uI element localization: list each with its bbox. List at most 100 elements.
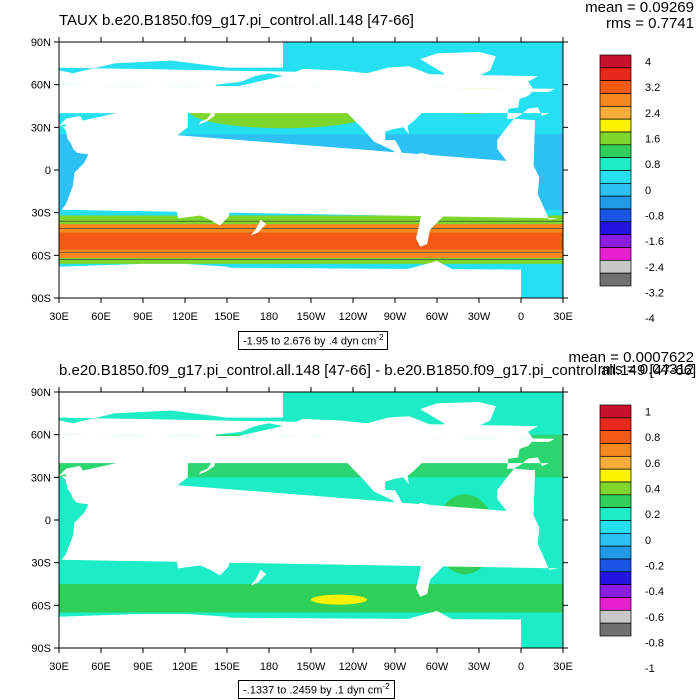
colorbar-swatch <box>599 597 632 611</box>
land-africa-west <box>497 468 535 516</box>
colorbar-swatch <box>599 404 632 419</box>
colorbar-swatch <box>599 195 632 210</box>
colorbar-swatch <box>599 494 632 509</box>
land-north-america <box>285 416 444 509</box>
lat-tick-label: 90N <box>31 37 51 49</box>
land-uk <box>511 87 517 99</box>
lon-tick-label: 60E <box>91 661 111 673</box>
lon-tick-label: 150E <box>214 311 240 323</box>
mean-value: mean = 0.09269 <box>585 0 694 16</box>
southern-ocean-patch <box>59 584 563 613</box>
southern-max <box>311 594 367 605</box>
land-africa-west <box>497 118 535 166</box>
lon-tick-label: 90W <box>384 311 407 323</box>
colorbar-swatch <box>599 584 632 598</box>
colorbar-label: -3.2 <box>645 287 664 299</box>
colorbar-label: 1.6 <box>645 133 660 145</box>
land-japan <box>199 107 216 125</box>
lon-tick-label: 120E <box>172 661 198 673</box>
lon-tick-label: 90E <box>133 661 153 673</box>
land-south-america <box>407 152 472 247</box>
mean-value: mean = 0.0007622 <box>568 349 694 366</box>
lat-tick-label: 90S <box>31 293 51 305</box>
lon-tick-label: 0 <box>518 661 524 673</box>
land-madagascar <box>78 187 87 206</box>
land-eurasia <box>59 392 555 519</box>
colorbar-label: -0.8 <box>645 210 664 222</box>
colorbar-swatch <box>599 67 632 82</box>
lon-tick-label: 180 <box>260 661 278 673</box>
colorbar-swatch <box>599 443 632 457</box>
lon-tick-label: 0 <box>518 311 524 323</box>
colorbar-label: 0.8 <box>645 432 660 444</box>
colorbar-swatch <box>599 532 632 547</box>
land-indonesia <box>150 161 227 185</box>
colorbar-label: 0.6 <box>645 458 660 470</box>
colorbar-label: 0.2 <box>645 509 660 521</box>
colorbar-swatch <box>599 507 632 521</box>
colorbar-swatch <box>599 430 632 444</box>
land-greenland <box>420 402 496 435</box>
land-north-america <box>285 66 444 159</box>
land-antarctica-b <box>59 616 522 648</box>
lat-tick-label: 0 <box>45 515 51 527</box>
lon-tick-label: 30E <box>553 661 573 673</box>
land-uk <box>511 437 517 449</box>
colorbar-swatch <box>599 622 632 637</box>
colorbar-swatch <box>599 455 632 470</box>
colorbar-swatch <box>599 80 632 94</box>
land-japan <box>199 457 216 475</box>
lat-tick-label: 30N <box>31 122 51 134</box>
lon-tick-label: 90W <box>384 661 407 673</box>
land-eurasia <box>59 42 555 169</box>
lon-tick-label: 150E <box>214 661 240 673</box>
colorbar-swatch <box>599 545 632 560</box>
colorbar-label: 0 <box>645 535 651 547</box>
land-australia <box>176 185 232 226</box>
colorbar-swatch <box>599 131 632 146</box>
rms-value: rms = 0.04312 <box>597 361 694 378</box>
southern-transition <box>59 215 563 225</box>
land-greenland <box>420 52 496 85</box>
colorbar-label: -0.6 <box>645 612 664 624</box>
lat-tick-label: 30S <box>31 208 51 220</box>
lat-tick-label: 30S <box>31 558 51 570</box>
lat-tick-label: 60S <box>31 600 51 612</box>
lon-tick-label: 30E <box>49 661 69 673</box>
lat-tick-label: 0 <box>45 165 51 177</box>
land-nz <box>250 569 267 586</box>
land-australia <box>176 535 232 576</box>
lon-tick-label: 120W <box>339 661 368 673</box>
plot-title: TAUX b.e20.B1850.f09_g17.pi_control.all.… <box>59 12 414 29</box>
colorbar-label: -4 <box>645 313 655 325</box>
lat-tick-label: 60S <box>31 250 51 262</box>
map-plot: 90N 60N 30N 0 30S 60S 90S 30E 60E 90E 120E 150E 180 1… <box>31 37 664 325</box>
colorbar-label: 4 <box>645 56 651 68</box>
colorbar-swatch <box>599 182 632 197</box>
land-arabia <box>66 466 99 502</box>
land-south-america <box>407 502 472 597</box>
colorbar-swatch <box>599 609 632 624</box>
contour-info: -1.95 to 2.676 by .4 dyn cm-2 <box>238 331 389 350</box>
colorbar-swatch <box>599 520 632 534</box>
land-antarctica-b <box>59 266 522 298</box>
colorbar-label: -0.2 <box>645 560 664 572</box>
colorbar-swatch <box>599 234 632 248</box>
colorbar-label: 0.8 <box>645 159 660 171</box>
colorbar-swatch <box>599 157 632 171</box>
colorbar-swatch <box>599 118 632 133</box>
colorbar: 1 0.8 0.6 0.4 0.2 0 -0.2 -0.4 -0.6 -0.8 -1 <box>599 404 664 675</box>
lon-tick-label: 90E <box>133 311 153 323</box>
map-plot: 90N 60N 30N 0 30S 60S 90S 30E 60E 90E 120E 150E 180 1… <box>31 387 664 675</box>
contour-info: -.1337 to .2459 by .1 dyn cm-2 <box>238 680 395 699</box>
land-indonesia <box>150 511 227 535</box>
lat-tick-label: 60N <box>31 80 51 92</box>
lon-tick-label: 60W <box>426 661 449 673</box>
plot-panel-taux: TAUX b.e20.B1850.f09_g17.pi_control.all.… <box>31 0 694 350</box>
lon-tick-label: 30E <box>49 311 69 323</box>
lat-tick-label: 60N <box>31 430 51 442</box>
polar-transition <box>59 258 563 264</box>
land-nz <box>250 219 267 236</box>
colorbar-swatch <box>599 571 632 586</box>
lon-tick-label: 150W <box>297 661 326 673</box>
